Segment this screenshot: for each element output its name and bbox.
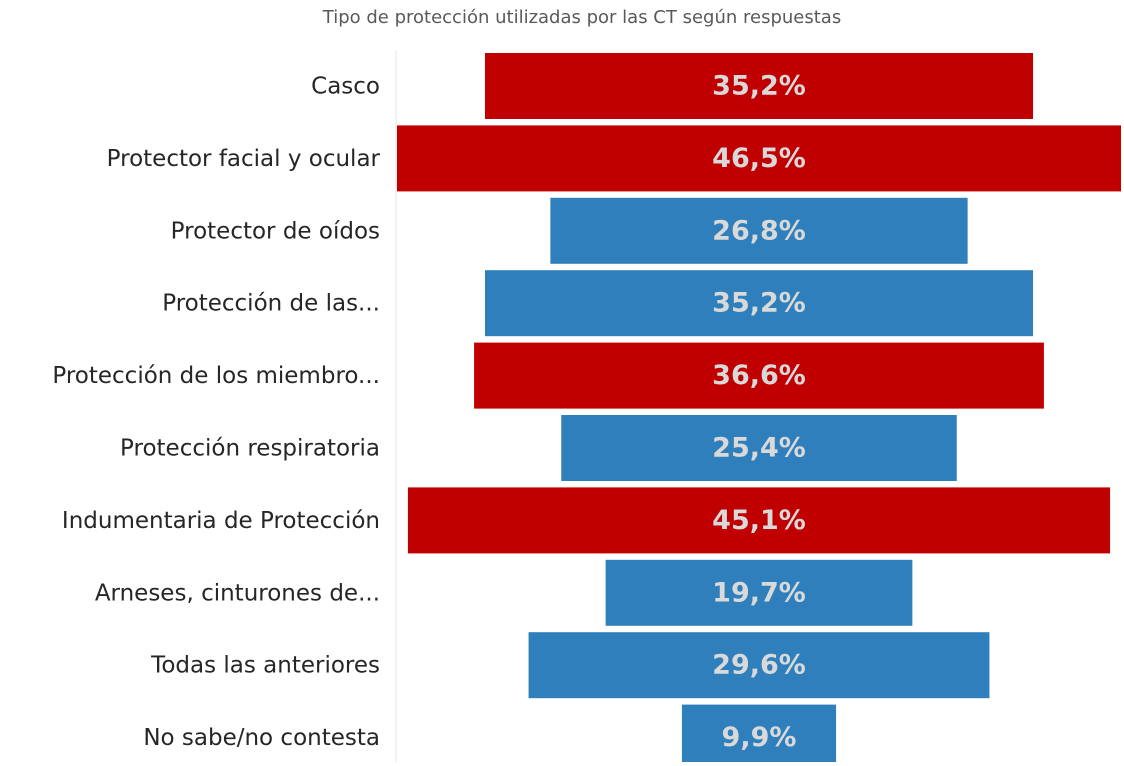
category-label: Protección respiratoria [120, 436, 380, 462]
category-label: Protector de oídos [171, 218, 380, 244]
bar [407, 487, 1111, 554]
category-label: Indumentaria de Protección [62, 508, 380, 534]
bar [550, 197, 968, 264]
bar [397, 125, 1121, 192]
chart-title: Tipo de protección utilizadas por las CT… [322, 7, 841, 28]
bar [528, 632, 990, 699]
bar [561, 415, 957, 481]
category-label: Protección de los miembro... [52, 363, 380, 389]
category-label: Todas las anteriores [150, 653, 380, 679]
category-label: No sabe/no contesta [143, 725, 380, 751]
value-label: 35,2% [712, 71, 806, 102]
category-label: Arneses, cinturones de... [95, 580, 380, 606]
value-label: 46,5% [712, 143, 806, 174]
bar [681, 704, 837, 766]
value-label: 26,8% [712, 215, 806, 246]
bar [484, 53, 1034, 119]
value-label: 36,6% [712, 360, 806, 391]
bar [474, 342, 1044, 409]
value-label: 25,4% [712, 433, 806, 464]
category-label: Casco [311, 74, 380, 100]
value-label: 35,2% [712, 288, 806, 319]
category-label: Protección de las... [162, 291, 380, 317]
value-label: 45,1% [712, 505, 806, 536]
value-label: 9,9% [722, 722, 797, 753]
value-label: 19,7% [712, 577, 806, 608]
bar [605, 559, 913, 626]
value-label: 29,6% [712, 650, 806, 681]
category-label: Protector facial y ocular [107, 146, 381, 172]
bar [484, 270, 1034, 337]
